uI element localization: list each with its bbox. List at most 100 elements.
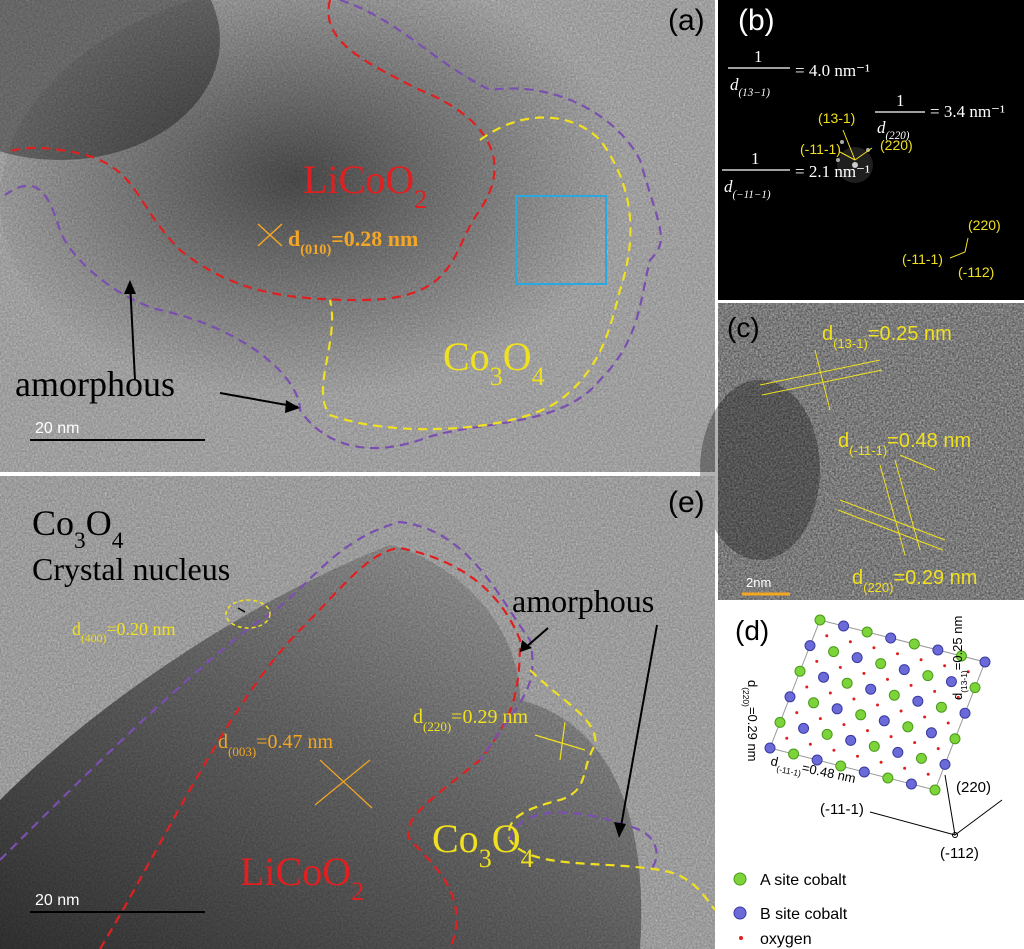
d-spacing-label: d(400)=0.20 nm xyxy=(72,619,175,645)
subscript: (-11-1) xyxy=(849,443,887,458)
atom xyxy=(872,646,876,650)
text-part: LiCoO xyxy=(303,157,414,202)
phase-label: Co3O4 xyxy=(432,816,534,873)
text-part: d xyxy=(852,567,863,589)
text-part: amorphous xyxy=(15,364,175,404)
atom xyxy=(832,748,836,752)
amorphous-label: amorphous xyxy=(512,583,654,619)
panel-a-image xyxy=(0,0,715,472)
atom xyxy=(913,741,917,745)
subscript: (010) xyxy=(300,242,331,258)
amorphous-label: amorphous xyxy=(15,364,175,404)
atom xyxy=(933,689,937,693)
spot-label: (220) xyxy=(968,217,1001,233)
atom xyxy=(808,697,820,709)
atom xyxy=(788,748,800,760)
text-part: =0.29 nm xyxy=(451,706,528,728)
atom xyxy=(945,676,957,688)
atom xyxy=(896,652,899,656)
atom xyxy=(852,697,856,701)
phase-label: Co3O4 xyxy=(443,334,545,391)
text-part: =0.29 nm xyxy=(745,707,760,762)
panel-c-image xyxy=(700,303,1024,600)
eq-num: 1 xyxy=(896,91,905,110)
subscript: (13−1) xyxy=(739,87,771,99)
atom xyxy=(842,723,846,727)
atom xyxy=(876,703,879,707)
subscript: (400) xyxy=(81,632,106,645)
text-part: =0.29 nm xyxy=(893,567,977,589)
atom xyxy=(903,766,907,770)
atom xyxy=(878,715,890,727)
text-part: =0.25 nm xyxy=(868,323,952,345)
text-part: d xyxy=(769,753,779,769)
atom xyxy=(879,760,883,764)
text-part: Co xyxy=(432,816,479,861)
d-spacing-label: d(220)=0.29 nm xyxy=(741,680,760,762)
text-part: =0.28 nm xyxy=(331,226,418,251)
subscript: 2 xyxy=(351,877,364,906)
atom xyxy=(841,677,853,689)
atom xyxy=(955,650,967,662)
panel-b-fft xyxy=(718,0,1024,300)
d-spacing-label: d(-11-1)=0.48 nm xyxy=(838,430,971,458)
text-part: =0.48 nm xyxy=(887,430,971,452)
atom xyxy=(909,683,913,687)
text-part: d xyxy=(877,118,886,137)
text-part: LiCoO xyxy=(240,849,351,894)
spot-label: (-11-1) xyxy=(800,141,841,157)
atom xyxy=(828,646,840,658)
phase-label: LiCoO2 xyxy=(240,849,364,906)
atom xyxy=(861,626,873,638)
atom xyxy=(899,709,903,713)
atom xyxy=(892,746,904,758)
eq-den: d(13−1) xyxy=(730,75,770,99)
atom xyxy=(966,670,970,674)
atom xyxy=(808,742,812,746)
spot-label: (-112) xyxy=(958,264,994,280)
atom xyxy=(795,711,799,715)
phase-label: Co3O4 xyxy=(32,503,124,554)
phase-label: LiCoO2 xyxy=(303,157,427,214)
subscript: 3 xyxy=(479,844,492,873)
text-part: d xyxy=(838,430,849,452)
atom xyxy=(828,691,832,695)
text-part: d xyxy=(413,706,423,728)
text-part: Co xyxy=(32,503,74,543)
spot-label: (13-1) xyxy=(818,110,855,126)
atom xyxy=(888,689,900,701)
subscript: (13-1) xyxy=(959,670,969,693)
atom xyxy=(923,715,927,719)
legend-label: B site cobalt xyxy=(760,906,848,923)
text-part: d xyxy=(730,75,739,94)
atom xyxy=(855,709,867,721)
subscript: (220) xyxy=(886,130,910,142)
text-part: =0.25 nm xyxy=(950,616,965,671)
atom xyxy=(949,733,961,745)
text-part: Crystal nucleus xyxy=(32,551,230,587)
crystal-lattice xyxy=(764,614,1003,838)
atom xyxy=(784,691,796,703)
text-part: =0.47 nm xyxy=(256,731,333,753)
atom xyxy=(858,766,870,778)
text-part: O xyxy=(492,816,521,861)
panel-tag: (c) xyxy=(727,312,760,343)
atom xyxy=(851,652,863,664)
subscript: (220) xyxy=(741,687,751,707)
atom xyxy=(868,740,880,752)
text-part: d xyxy=(950,693,965,700)
panel-e-image xyxy=(0,476,716,949)
subscript: 4 xyxy=(112,528,124,554)
atom xyxy=(886,677,889,681)
atom xyxy=(845,734,857,746)
nucleus-label: Crystal nucleus xyxy=(32,551,230,587)
eq-num: 1 xyxy=(751,149,760,168)
d-spacing-label: d(13-1)=0.25 nm xyxy=(822,323,952,351)
text-part: =0.20 nm xyxy=(106,619,175,639)
atom xyxy=(818,717,822,721)
atom xyxy=(805,685,809,689)
roi-box xyxy=(515,195,607,285)
atom xyxy=(959,707,971,719)
atom xyxy=(764,742,776,754)
atom xyxy=(856,754,859,758)
